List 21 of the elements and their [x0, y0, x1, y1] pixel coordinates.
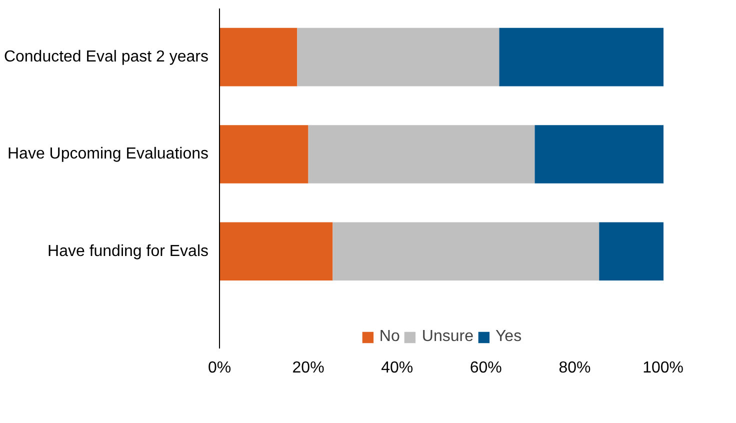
- legend-label: Unsure: [422, 328, 474, 346]
- x-tick-label: 100%: [642, 360, 684, 376]
- bar: [220, 222, 333, 280]
- bar: [332, 222, 600, 280]
- y-tick-label: Conducted Eval past 2 years: [4, 48, 208, 66]
- legend-label: No: [379, 328, 400, 346]
- bar: [499, 28, 664, 86]
- x-tick-label: 20%: [292, 360, 324, 376]
- bar: [308, 125, 535, 184]
- bar: [220, 125, 308, 184]
- bar: [297, 28, 500, 86]
- bar: [220, 28, 298, 86]
- x-tick-label: 60%: [470, 360, 502, 376]
- y-tick-label: Have Upcoming Evaluations: [8, 146, 209, 163]
- y-tick-label: Have funding for Evals: [48, 242, 209, 260]
- x-tick-label: 0%: [208, 360, 232, 376]
- legend-label: Yes: [495, 328, 522, 346]
- bar: [599, 222, 664, 280]
- x-tick-label: 80%: [558, 360, 591, 376]
- bar: [534, 125, 664, 184]
- x-tick-label: 40%: [381, 360, 414, 376]
